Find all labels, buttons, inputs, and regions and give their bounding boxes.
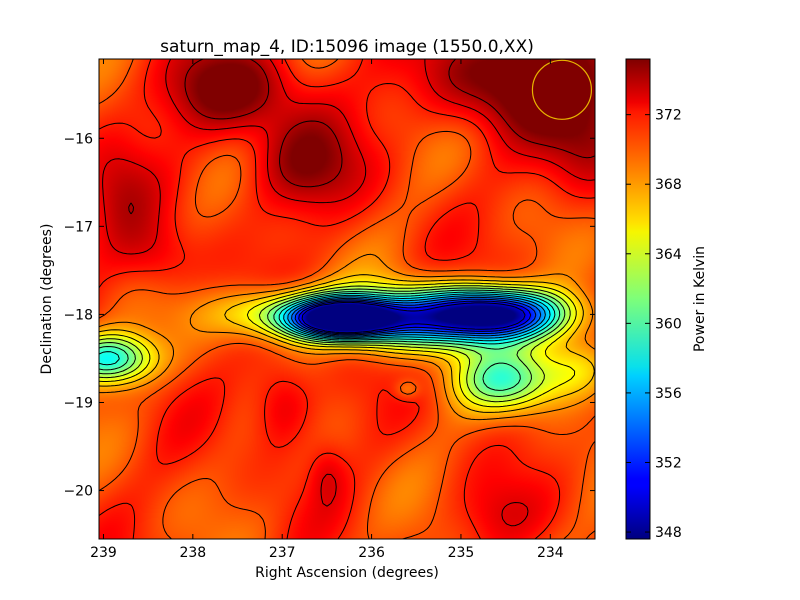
plot-frame	[98, 58, 596, 540]
x-tick-label: 234	[537, 545, 564, 561]
y-tick-label: −16	[63, 131, 93, 147]
x-tick-label: 239	[90, 545, 117, 561]
chart-title: saturn_map_4, ID:15096 image (1550.0,XX)	[160, 37, 534, 57]
contour-level	[99, 253, 595, 421]
x-axis-ticks: 239 238 237 236 235 234	[90, 59, 564, 561]
contour-level	[99, 289, 561, 391]
contour-lines	[99, 59, 595, 539]
contour-level	[99, 59, 595, 539]
y-tick-label: −20	[63, 484, 93, 500]
y-axis-ticks: −16 −17 −18 −19 −20	[63, 131, 595, 500]
colorbar	[625, 58, 651, 540]
colorbar-tick-label: 352	[655, 455, 682, 471]
contour-level	[298, 300, 532, 335]
x-tick-label: 235	[448, 545, 475, 561]
contour-level	[128, 59, 595, 215]
contour-level	[301, 301, 526, 334]
contour-level	[294, 298, 537, 336]
contour-level	[99, 291, 556, 366]
y-tick-label: −17	[63, 219, 93, 235]
colorbar-tick-label: 368	[655, 177, 682, 193]
colorbar-tick-label: 372	[655, 108, 682, 124]
contour-level	[99, 281, 577, 408]
x-tick-label: 237	[269, 545, 296, 561]
x-axis-label: Right Ascension (degrees)	[255, 565, 439, 581]
contour-level	[291, 296, 542, 337]
contour-level	[99, 59, 595, 539]
y-tick-label: −19	[63, 395, 93, 411]
colorbar-ticks: 348 352 356 360 364 368 372	[626, 108, 682, 541]
colorbar-tick-label: 360	[655, 316, 682, 332]
contour-level	[287, 295, 546, 339]
contour-level	[99, 285, 571, 403]
contour-level	[283, 293, 551, 342]
contour-level	[99, 287, 566, 397]
colorbar-label: Power in Kelvin	[692, 246, 708, 352]
colorbar-tick-label: 364	[655, 247, 682, 263]
source-marker-circle	[531, 59, 593, 120]
contour-level	[102, 59, 595, 527]
x-tick-label: 238	[179, 545, 206, 561]
contour-level	[99, 274, 595, 413]
colorbar-tick-label: 356	[655, 386, 682, 402]
colorbar-tick-label: 348	[655, 525, 682, 541]
y-axis-label: Declination (degrees)	[39, 224, 55, 375]
y-tick-label: −18	[63, 307, 93, 323]
x-tick-label: 236	[358, 545, 385, 561]
